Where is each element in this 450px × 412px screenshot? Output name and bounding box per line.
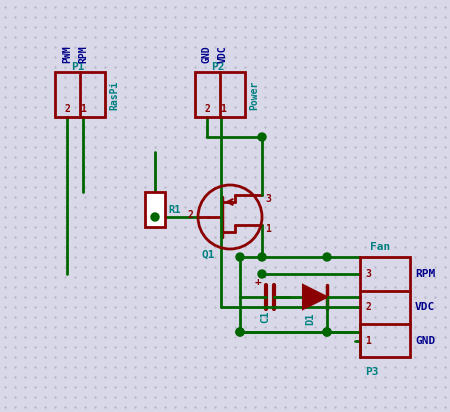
Circle shape xyxy=(323,328,331,336)
Circle shape xyxy=(258,253,266,261)
Text: P2: P2 xyxy=(211,62,225,72)
Text: P3: P3 xyxy=(365,367,378,377)
Text: 2: 2 xyxy=(188,210,194,220)
Bar xyxy=(195,72,245,117)
Text: RasPi: RasPi xyxy=(109,80,119,110)
Circle shape xyxy=(258,133,266,141)
Text: 2: 2 xyxy=(365,302,371,312)
Bar xyxy=(360,257,410,357)
Text: 1: 1 xyxy=(365,336,371,346)
Text: 2: 2 xyxy=(204,104,210,114)
Text: R1: R1 xyxy=(168,205,180,215)
Text: 3: 3 xyxy=(265,194,271,204)
Text: VDC: VDC xyxy=(415,302,435,312)
Bar xyxy=(55,72,105,117)
Text: RPM: RPM xyxy=(78,45,88,63)
Text: RPM: RPM xyxy=(415,269,435,279)
Text: Power: Power xyxy=(249,80,259,110)
Text: PWM: PWM xyxy=(62,45,72,63)
Text: +: + xyxy=(255,277,261,287)
Text: GND: GND xyxy=(202,45,212,63)
Circle shape xyxy=(323,328,331,336)
Text: GND: GND xyxy=(415,336,435,346)
Circle shape xyxy=(151,213,159,221)
Circle shape xyxy=(236,328,244,336)
Text: Q1: Q1 xyxy=(202,250,216,260)
Text: 1: 1 xyxy=(265,224,271,234)
Circle shape xyxy=(323,253,331,261)
Text: P1: P1 xyxy=(71,62,85,72)
Circle shape xyxy=(236,253,244,261)
Polygon shape xyxy=(303,285,327,309)
Text: VDC: VDC xyxy=(218,45,228,63)
Circle shape xyxy=(236,328,244,336)
Text: 3: 3 xyxy=(365,269,371,279)
Text: C1: C1 xyxy=(260,311,270,323)
Text: 1: 1 xyxy=(220,104,226,114)
Text: D1: D1 xyxy=(305,313,315,325)
Circle shape xyxy=(258,270,266,278)
Text: 2: 2 xyxy=(64,104,70,114)
Text: 1: 1 xyxy=(80,104,86,114)
Text: Fan: Fan xyxy=(370,242,390,252)
Bar xyxy=(145,192,165,227)
